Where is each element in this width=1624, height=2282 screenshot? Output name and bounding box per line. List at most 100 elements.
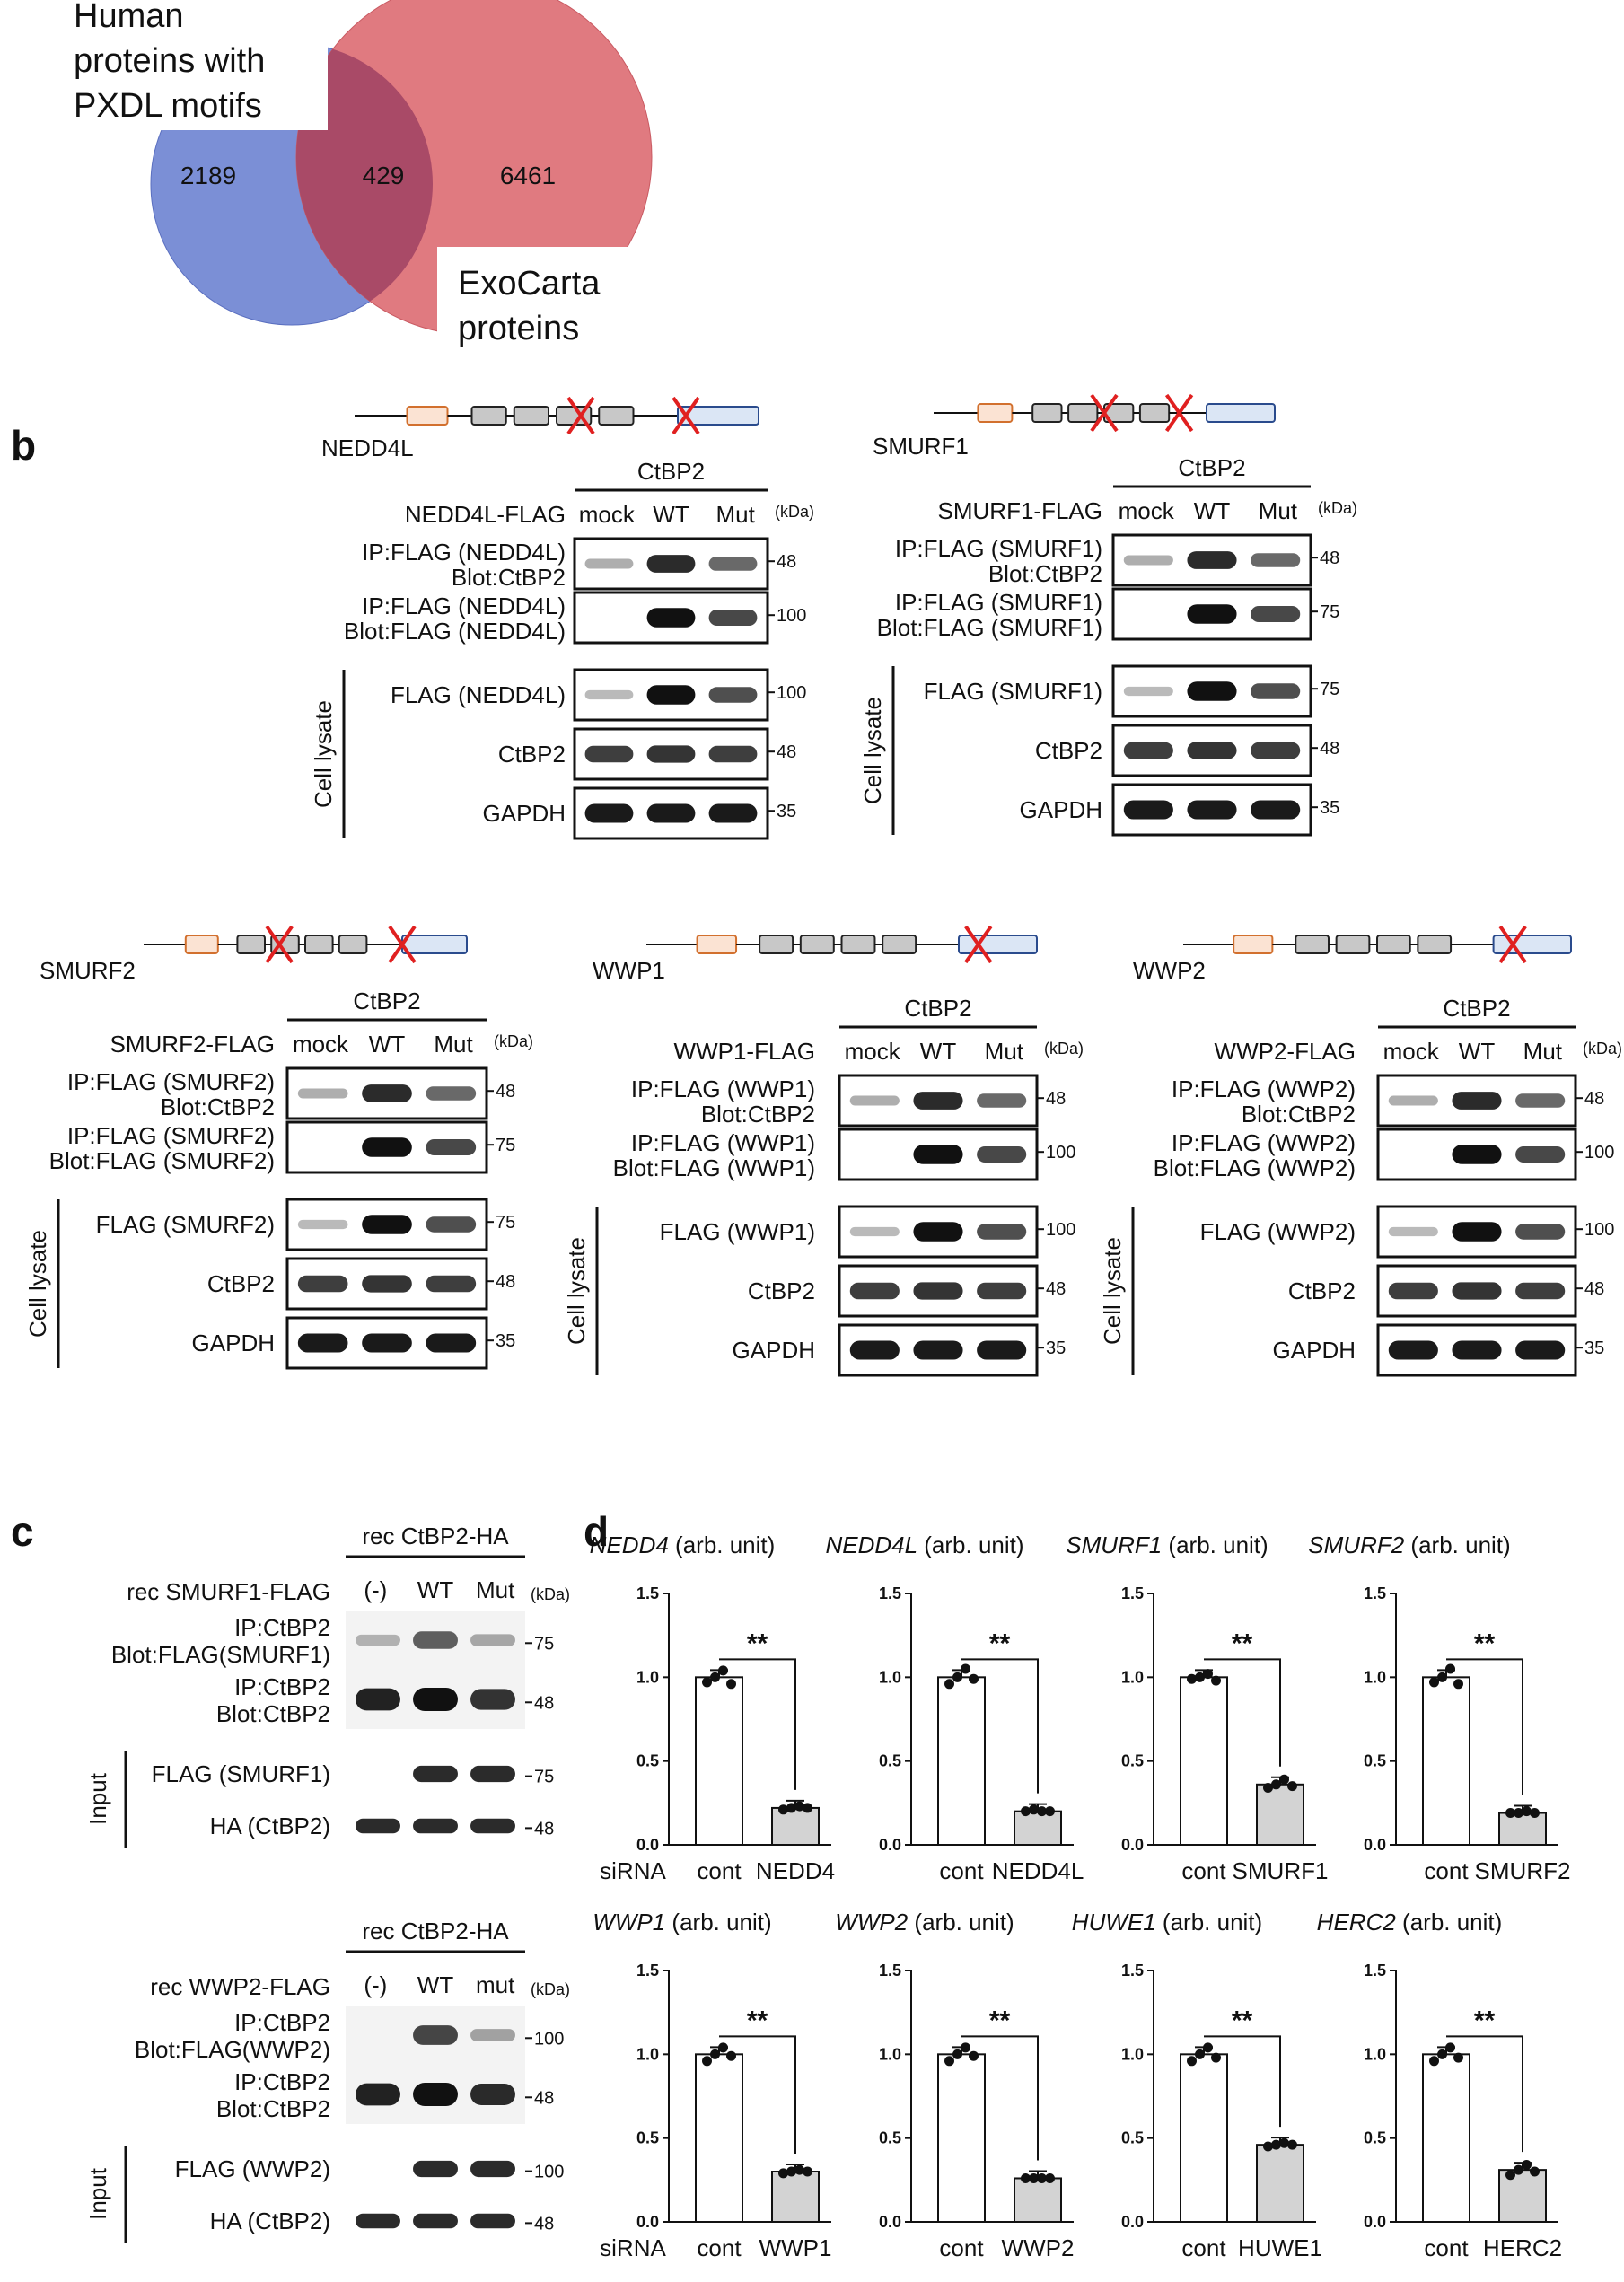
lane-label: mock [1383, 1038, 1440, 1065]
data-point [1263, 2141, 1273, 2152]
flag-construct-label: NEDD4L-FLAG [405, 501, 566, 528]
significance-bracket [961, 1658, 1039, 1794]
chart-title-gene: SMURF2 [1308, 1532, 1404, 1558]
cell-lysate-label: Cell lysate [859, 697, 886, 804]
lane-label: (-) [364, 1971, 387, 1998]
chart-title: HERC2 (arb. unit) [1317, 1909, 1503, 1935]
sirna-label: siRNA [600, 1857, 666, 1884]
bar [1256, 1783, 1304, 1847]
blot-label: IP:FLAG (NEDD4L) [362, 539, 566, 566]
mw-marker: 100 [1584, 1220, 1614, 1240]
blot-label: CtBP2 [1035, 737, 1102, 764]
chart-title-gene: HERC2 [1317, 1909, 1397, 1935]
significance-bracket [961, 2035, 1039, 2161]
significance-marker: ** [1232, 1628, 1253, 1658]
hect-domain [401, 935, 468, 954]
blot-label: FLAG (WWP2) [1200, 1218, 1356, 1245]
western-band [977, 1224, 1027, 1240]
blot-label: Blot:FLAG(SMURF1) [111, 1641, 330, 1668]
western-band [426, 1216, 477, 1233]
ww-domain [1376, 935, 1411, 954]
mw-marker: 100 [1584, 1143, 1614, 1163]
input-label: Input [84, 2167, 111, 2220]
western-band [1515, 1093, 1566, 1108]
mutation-cross-icon [388, 925, 417, 964]
western-band [1123, 686, 1173, 697]
data-point [1045, 1806, 1055, 1817]
western-band [708, 687, 758, 703]
western-band [1187, 551, 1237, 569]
c2-domain [696, 935, 738, 954]
blot-label: HA (CtBP2) [210, 2207, 330, 2234]
western-band [413, 2025, 458, 2045]
blot-label: Blot:FLAG (WWP1) [613, 1154, 815, 1181]
data-point [952, 2049, 962, 2059]
blot-label: Blot:CtBP2 [216, 2095, 330, 2122]
data-point [1287, 2139, 1297, 2150]
mw-marker: 48 [1584, 1279, 1604, 1299]
lane-label: mock [579, 501, 636, 528]
mw-marker: 48 [777, 742, 796, 762]
x-tick-label: NEDD4L [992, 1857, 1084, 1884]
binding-block: rec CtBP2-HA (-) WT mut (kDa) rec WWP2-FLAG IP… [84, 1918, 570, 2243]
y-tick-label: 1.5 [879, 1584, 901, 1602]
western-band [1388, 1095, 1438, 1106]
chart-title-unit: (arb. unit) [1396, 1909, 1503, 1935]
western-band [708, 557, 758, 571]
blot-label: IP:FLAG (WWP2) [1172, 1129, 1356, 1156]
x-tick-label: cont [939, 2234, 984, 2261]
y-tick-label: 1.5 [636, 1962, 659, 1979]
chart-title-gene: SMURF1 [1066, 1532, 1162, 1558]
western-band [1251, 553, 1301, 567]
data-point [1037, 2172, 1047, 2183]
flag-construct-label: rec SMURF1-FLAG [127, 1578, 330, 1605]
input-label: Input [84, 1772, 111, 1825]
venn-title: Human proteins with PXDL motifs [74, 0, 265, 125]
data-point [1271, 1779, 1281, 1790]
chart-title-gene: NEDD4 [590, 1532, 669, 1558]
mw-marker: 35 [777, 802, 796, 821]
western-band [362, 1333, 412, 1353]
lane-label: mock [1119, 497, 1175, 524]
western-band [426, 1333, 477, 1353]
lane-label: mut [476, 1971, 515, 1998]
blot-label: GAPDH [733, 1337, 815, 1364]
x-tick-label: NEDD4 [756, 1857, 835, 1884]
lane-label: WT [1194, 497, 1231, 524]
western-band [1452, 1092, 1502, 1110]
western-band [356, 2213, 400, 2229]
hect-domain [958, 935, 1038, 954]
western-band [1123, 800, 1173, 820]
western-band [356, 2083, 400, 2106]
blot-label: IP:CtBP2 [234, 1673, 330, 1700]
y-tick-label: 1.5 [1121, 1962, 1144, 1979]
western-band [470, 1765, 515, 1783]
western-band [426, 1275, 477, 1293]
western-band [1187, 742, 1237, 759]
mw-marker: 100 [777, 683, 806, 703]
blot-label: CtBP2 [498, 741, 566, 768]
western-band [470, 1818, 515, 1834]
data-point [778, 1804, 788, 1815]
western-band [977, 1093, 1027, 1108]
y-tick-label: 1.0 [636, 1668, 659, 1686]
mw-marker: 75 [1320, 602, 1339, 622]
kda-unit: (kDa) [1583, 1040, 1622, 1058]
significance-bracket [719, 1658, 796, 1790]
blot-label: FLAG (NEDD4L) [391, 681, 566, 708]
western-band [362, 1137, 412, 1157]
y-tick-label: 1.0 [1121, 2045, 1144, 2063]
y-tick-label: 0.5 [1121, 1752, 1144, 1770]
blot-label: Blot:CtBP2 [1242, 1101, 1356, 1128]
y-tick-label: 0.5 [636, 2129, 659, 2147]
lane-label: WT [920, 1038, 957, 1065]
bar-chart-nedd4l: NEDD4L (arb. unit) 0.0 0.5 1.0 1.5 cont NEDD4L… [825, 1532, 1084, 1884]
western-band [362, 1275, 412, 1293]
data-point [803, 2166, 812, 2177]
x-tick-label: cont [1424, 1857, 1469, 1884]
blot-label: IP:FLAG (NEDD4L) [362, 592, 566, 619]
bar-chart-herc2: HERC2 (arb. unit) 0.0 0.5 1.0 1.5 cont HERC2 ** [1317, 1909, 1562, 2261]
kda-unit: (kDa) [775, 503, 814, 521]
chart-title: SMURF1 (arb. unit) [1066, 1532, 1268, 1558]
venn-diagram: 2189 429 6461 Human proteins with PXDL m… [0, 0, 653, 355]
